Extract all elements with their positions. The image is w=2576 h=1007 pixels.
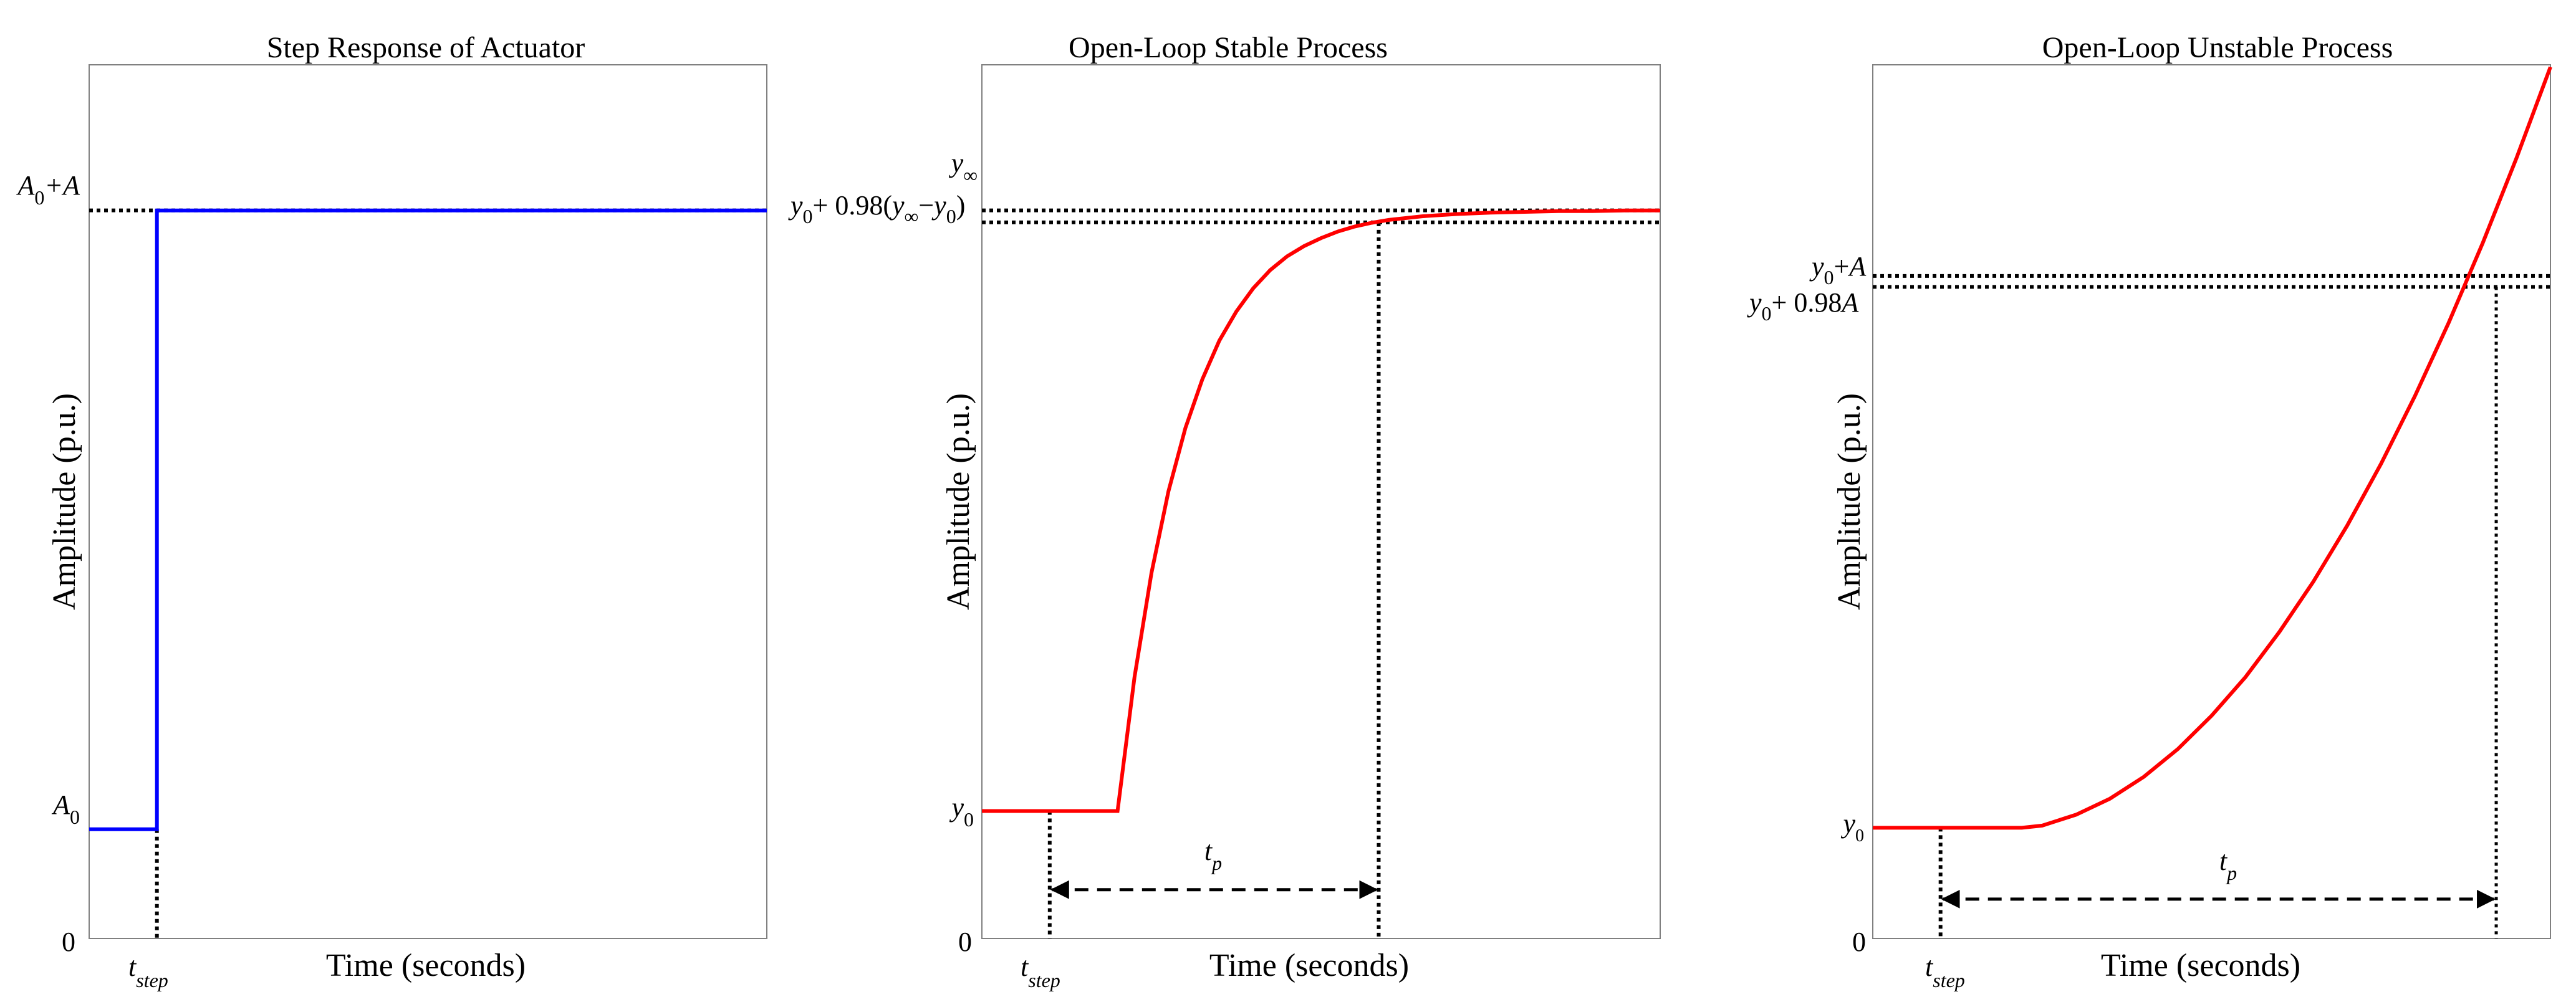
panel-actuator-zero-tick: 0 <box>62 927 75 957</box>
panel-unstable-axes-box <box>1872 64 2551 939</box>
panel-unstable: Open-Loop Unstable Process Time (seconds… <box>1747 31 2552 991</box>
panel-stable-yinf-label: y∞ <box>949 148 978 186</box>
panel-stable-tp-label: tp <box>1204 836 1222 874</box>
panel-unstable-series-line <box>1873 66 2552 830</box>
panel-actuator-high-level-label: A0+A <box>16 170 81 209</box>
panel-unstable-y98-label: y0+ 0.98A <box>1747 287 1859 325</box>
panel-unstable-tstep-label: tstep <box>1925 952 1965 991</box>
panel-actuator-title: Step Response of Actuator <box>267 31 585 64</box>
panel-actuator: Step Response of Actuator Time (seconds)… <box>16 31 767 991</box>
panel-stable-zero-tick: 0 <box>958 927 972 957</box>
panel-unstable-y0-label: y0 <box>1840 808 1864 846</box>
panel-stable-ylabel: Amplitude (p.u.) <box>941 393 976 610</box>
panel-unstable-zero-tick: 0 <box>1852 927 1866 957</box>
panel-unstable-ylabel: Amplitude (p.u.) <box>1832 393 1867 610</box>
panel-stable-xlabel: Time (seconds) <box>1209 948 1409 983</box>
panel-actuator-xlabel: Time (seconds) <box>326 948 526 983</box>
panel-stable-tstep-label: tstep <box>1021 952 1060 991</box>
panel-stable-y0-label: y0 <box>949 792 974 831</box>
panel-stable-series-line <box>982 208 1660 813</box>
panel-stable-axes-box <box>981 64 1661 939</box>
panel-unstable-tp-label: tp <box>2219 846 2237 884</box>
panel-actuator-series-line <box>89 208 767 831</box>
panel-stable: Open-Loop Stable Process Time (seconds) … <box>788 31 1661 991</box>
panel-stable-title: Open-Loop Stable Process <box>1069 31 1388 64</box>
panel-actuator-low-level-label: A0 <box>51 790 80 828</box>
panel-unstable-title: Open-Loop Unstable Process <box>2042 31 2393 64</box>
panel-actuator-axes-box <box>89 64 767 939</box>
panel-stable-y98-label: y0+ 0.98(y∞−y0) <box>788 190 965 227</box>
panel-actuator-ylabel: Amplitude (p.u.) <box>47 393 82 610</box>
panel-unstable-yA-label: y0+A <box>1809 251 1867 289</box>
panel-actuator-tstep-label: tstep <box>128 952 168 991</box>
panel-unstable-xlabel: Time (seconds) <box>2101 948 2300 983</box>
